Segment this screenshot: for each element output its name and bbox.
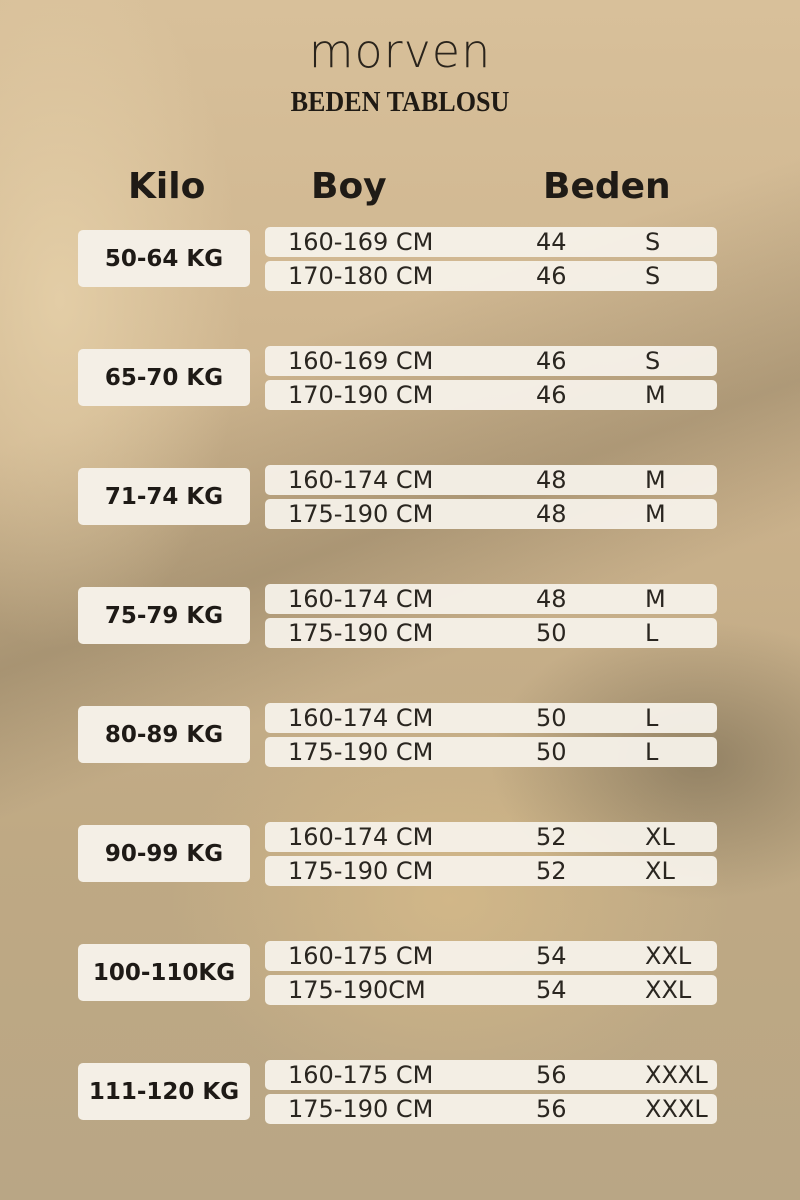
- beden-number: 46: [536, 262, 567, 290]
- table-row: 170-180 CM 46 S: [265, 261, 717, 291]
- size-group: 100-110KG 160-175 CM 54 XXL 175-190CM 54…: [0, 941, 800, 1007]
- table-row: 160-174 CM 48 M: [265, 584, 717, 614]
- beden-size: XL: [645, 823, 675, 851]
- table-row: 175-190 CM 52 XL: [265, 856, 717, 886]
- table-row: 160-169 CM 44 S: [265, 227, 717, 257]
- beden-size: XXXL: [645, 1095, 708, 1123]
- beden-number: 52: [536, 857, 567, 885]
- kilo-range: 71-74 KG: [78, 468, 250, 525]
- boy-value: 170-180 CM: [288, 262, 434, 290]
- beden-size: M: [645, 381, 666, 409]
- kilo-range: 75-79 KG: [78, 587, 250, 644]
- size-group: 111-120 KG 160-175 CM 56 XXXL 175-190 CM…: [0, 1060, 800, 1126]
- boy-value: 160-174 CM: [288, 585, 434, 613]
- boy-value: 160-174 CM: [288, 823, 434, 851]
- kilo-range: 80-89 KG: [78, 706, 250, 763]
- table-row: 160-174 CM 52 XL: [265, 822, 717, 852]
- beden-size: S: [645, 262, 661, 290]
- beden-number: 54: [536, 942, 567, 970]
- size-group: 71-74 KG 160-174 CM 48 M 175-190 CM 48 M: [0, 465, 800, 531]
- beden-number: 46: [536, 381, 567, 409]
- beden-number: 46: [536, 347, 567, 375]
- kilo-range: 111-120 KG: [78, 1063, 250, 1120]
- page-title: BEDEN TABLOSU: [290, 86, 510, 118]
- size-group: 80-89 KG 160-174 CM 50 L 175-190 CM 50 L: [0, 703, 800, 769]
- beden-number: 50: [536, 704, 567, 732]
- table-row: 160-174 CM 48 M: [265, 465, 717, 495]
- beden-size: M: [645, 585, 666, 613]
- table-row: 175-190CM 54 XXL: [265, 975, 717, 1005]
- beden-number: 48: [536, 466, 567, 494]
- boy-value: 175-190 CM: [288, 1095, 434, 1123]
- boy-value: 160-169 CM: [288, 347, 434, 375]
- beden-size: XL: [645, 857, 675, 885]
- header-kilo: Kilo: [128, 166, 206, 207]
- brand-logo: morven: [308, 24, 492, 78]
- beden-number: 44: [536, 228, 567, 256]
- beden-number: 50: [536, 738, 567, 766]
- boy-value: 175-190 CM: [288, 857, 434, 885]
- beden-number: 56: [536, 1061, 567, 1089]
- beden-size: XXXL: [645, 1061, 708, 1089]
- beden-size: S: [645, 228, 661, 256]
- beden-size: L: [645, 738, 659, 766]
- table-row: 175-190 CM 56 XXXL: [265, 1094, 717, 1124]
- header-boy: Boy: [311, 166, 387, 207]
- kilo-range: 100-110KG: [78, 944, 250, 1001]
- beden-size: XXL: [645, 942, 692, 970]
- beden-size: L: [645, 619, 659, 647]
- beden-number: 50: [536, 619, 567, 647]
- table-row: 160-169 CM 46 S: [265, 346, 717, 376]
- boy-value: 160-175 CM: [288, 1061, 434, 1089]
- beden-size: M: [645, 466, 666, 494]
- kilo-range: 50-64 KG: [78, 230, 250, 287]
- boy-value: 175-190 CM: [288, 619, 434, 647]
- boy-value: 160-174 CM: [288, 704, 434, 732]
- beden-size: XXL: [645, 976, 692, 1004]
- boy-value: 175-190 CM: [288, 500, 434, 528]
- kilo-range: 90-99 KG: [78, 825, 250, 882]
- table-row: 160-174 CM 50 L: [265, 703, 717, 733]
- boy-value: 160-175 CM: [288, 942, 434, 970]
- table-row: 175-190 CM 50 L: [265, 737, 717, 767]
- boy-value: 175-190CM: [288, 976, 426, 1004]
- table-row: 160-175 CM 56 XXXL: [265, 1060, 717, 1090]
- boy-value: 170-190 CM: [288, 381, 434, 409]
- beden-number: 54: [536, 976, 567, 1004]
- boy-value: 175-190 CM: [288, 738, 434, 766]
- beden-size: L: [645, 704, 659, 732]
- size-group: 75-79 KG 160-174 CM 48 M 175-190 CM 50 L: [0, 584, 800, 650]
- beden-size: S: [645, 347, 661, 375]
- size-group: 50-64 KG 160-169 CM 44 S 170-180 CM 46 S: [0, 227, 800, 293]
- size-group: 65-70 KG 160-169 CM 46 S 170-190 CM 46 M: [0, 346, 800, 412]
- kilo-range: 65-70 KG: [78, 349, 250, 406]
- beden-number: 56: [536, 1095, 567, 1123]
- boy-value: 160-169 CM: [288, 228, 434, 256]
- header-beden: Beden: [543, 166, 671, 207]
- beden-number: 52: [536, 823, 567, 851]
- beden-number: 48: [536, 585, 567, 613]
- table-row: 175-190 CM 48 M: [265, 499, 717, 529]
- table-row: 160-175 CM 54 XXL: [265, 941, 717, 971]
- table-row: 175-190 CM 50 L: [265, 618, 717, 648]
- table-row: 170-190 CM 46 M: [265, 380, 717, 410]
- beden-number: 48: [536, 500, 567, 528]
- beden-size: M: [645, 500, 666, 528]
- size-group: 90-99 KG 160-174 CM 52 XL 175-190 CM 52 …: [0, 822, 800, 888]
- boy-value: 160-174 CM: [288, 466, 434, 494]
